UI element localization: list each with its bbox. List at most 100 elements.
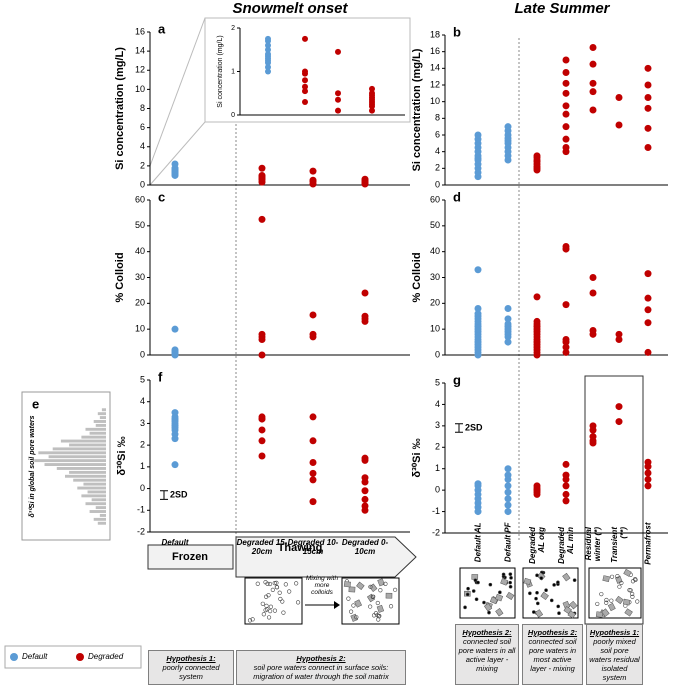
soil-grain [552, 583, 556, 587]
soil-grain [368, 584, 373, 589]
y-tick-label: 12 [430, 79, 440, 89]
data-point [309, 476, 317, 484]
y-tick-label: -1 [137, 505, 145, 515]
hypothesis-text: soil pore waters connect in surface soil… [253, 663, 389, 681]
data-point [302, 83, 308, 90]
soil-aggregate [505, 591, 515, 600]
y-tick-label: 2 [140, 440, 145, 450]
data-point [644, 306, 652, 314]
y-tick-label: 10 [135, 84, 145, 94]
y-tick-label: 30 [430, 272, 440, 282]
soil-grain [609, 574, 615, 579]
panel-letter: g [453, 372, 461, 387]
soil-grain [630, 591, 635, 597]
y-tick-label: 2 [140, 160, 145, 170]
y-tick-label: 0 [435, 349, 440, 359]
data-point [615, 418, 623, 426]
soil-aggregate [376, 604, 385, 613]
data-point [258, 413, 266, 421]
category-label: Default PF [503, 522, 513, 563]
soil-aggregate [562, 572, 571, 582]
data-point [589, 289, 597, 297]
soil-grain [635, 599, 640, 604]
data-point [258, 426, 266, 434]
panel-letter: a [158, 21, 166, 36]
data-point [258, 437, 266, 445]
y-tick-label: 6 [435, 129, 440, 139]
y-tick-label: 30 [135, 272, 145, 282]
soil-grain [549, 598, 554, 603]
data-point [258, 164, 266, 172]
hypothesis-title: Hypothesis 2: [462, 628, 512, 637]
soil-grain [633, 577, 638, 582]
soil-aggregate [622, 598, 631, 606]
soil-grain [466, 586, 470, 591]
data-point [644, 104, 652, 112]
data-point [369, 107, 375, 114]
soil-grain [383, 581, 388, 586]
soil-grain [488, 582, 493, 587]
data-point [361, 454, 369, 462]
hypothesis-box: Hypothesis 1: poorly mixed soil pore wate… [586, 624, 643, 685]
y-tick-label: 6 [140, 122, 145, 132]
hist-label: δ³⁰Si in global soil pore waters [28, 415, 36, 517]
data-point [589, 60, 597, 68]
y-tick-label: 3 [435, 420, 440, 430]
soil-aggregate [607, 602, 616, 612]
soil-grain [283, 582, 288, 587]
soil-grain [375, 600, 380, 606]
data-point [309, 469, 317, 477]
data-point [265, 42, 271, 49]
hist-bar [44, 463, 106, 466]
hist-bar [99, 513, 106, 517]
data-point [562, 110, 570, 118]
soil-aggregate [348, 586, 356, 593]
soil-grain [272, 608, 278, 613]
soil-grain [274, 580, 279, 585]
soil-aggregate [343, 581, 351, 588]
data-point [504, 338, 512, 346]
panel-letter: e [32, 396, 39, 411]
soil-grain [630, 594, 635, 599]
y-tick-label: 2 [231, 25, 235, 32]
hist-bar [101, 408, 106, 412]
data-point [644, 270, 652, 278]
y-tick-label: 5 [140, 374, 145, 384]
data-point [562, 243, 570, 250]
y-tick-label: 8 [140, 103, 145, 113]
data-point [335, 90, 341, 97]
category-label: Degraded AL org [528, 527, 546, 564]
data-point [644, 81, 652, 89]
hist-bar [73, 478, 106, 482]
y-axis-label: δ³⁰Si ‰ [411, 438, 423, 477]
soil-grain [463, 605, 467, 610]
data-point [644, 319, 652, 327]
y-tick-label: 4 [140, 141, 145, 151]
hypothesis-text: connected soil pore waters in most activ… [528, 637, 577, 673]
hist-bar [93, 420, 106, 423]
data-point [644, 144, 652, 151]
soil-grain [509, 576, 513, 580]
y-axis-label: % Colloid [411, 252, 423, 302]
data-point [644, 475, 652, 483]
data-point [562, 56, 570, 64]
y-tick-label: -2 [137, 526, 145, 536]
soil-grain [474, 597, 479, 602]
soil-grain [482, 600, 486, 605]
thawing-arrow [235, 536, 417, 578]
soil-grain [534, 596, 538, 601]
soil-grain [260, 601, 265, 606]
legend-label: Default [22, 652, 48, 661]
soil-grain [556, 580, 560, 585]
y-tick-label: 1 [140, 461, 145, 471]
y-tick-label: 0 [140, 179, 145, 189]
soil-grain [280, 599, 285, 604]
data-point [265, 51, 271, 58]
soil-grain [263, 580, 268, 585]
data-point [265, 64, 271, 71]
panel-letter: f [158, 369, 163, 384]
soil-grain [465, 592, 470, 597]
data-point [589, 326, 597, 334]
y-tick-label: 0 [435, 179, 440, 189]
